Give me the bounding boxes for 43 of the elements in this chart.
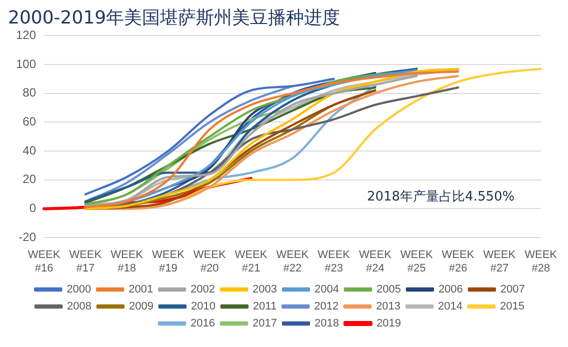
- legend-label: 2004: [314, 284, 339, 296]
- legend-label: 2014: [438, 300, 463, 313]
- legend-label: 2007: [500, 284, 525, 296]
- x-tick-label: WEEK #19: [152, 249, 186, 274]
- y-tick-label: 100: [16, 56, 36, 71]
- legend-label: 2002: [190, 284, 216, 296]
- y-tick-label: 80: [22, 86, 36, 100]
- chart-title: 2000-2019年美国堪萨斯州美豆播种进度: [8, 7, 340, 28]
- x-tick-label: WEEK #21: [234, 249, 268, 274]
- legend-label: 2008: [67, 300, 92, 313]
- x-tick-label: WEEK #17: [69, 249, 102, 274]
- x-tick-label: WEEK #18: [110, 249, 144, 274]
- legend-label: 2010: [190, 300, 216, 313]
- y-tick-label: 0: [29, 201, 36, 216]
- legend-label: 2006: [438, 284, 463, 296]
- x-tick-label: WEEK #24: [359, 249, 392, 274]
- legend-label: 2012: [314, 300, 339, 313]
- legend-label: 2003: [252, 284, 278, 296]
- x-tick-label: WEEK #22: [276, 249, 310, 274]
- y-tick-label: 60: [22, 114, 36, 128]
- legend-label: 2001: [128, 284, 154, 296]
- legend-label: 2013: [376, 300, 401, 313]
- legend-label: 2019: [376, 318, 401, 330]
- legend-label: 2017: [252, 318, 278, 330]
- x-tick-label: WEEK #25: [400, 249, 434, 274]
- legend-label: 2011: [252, 300, 277, 313]
- y-tick-label: -20: [18, 230, 36, 244]
- legend-label: 2016: [190, 318, 216, 330]
- y-tick-label: 120: [16, 28, 36, 42]
- x-tick-label: WEEK #27: [483, 249, 516, 274]
- legend-label: 2005: [376, 284, 401, 296]
- legend-label: 2009: [128, 300, 154, 313]
- x-tick-label: WEEK #23: [318, 249, 351, 274]
- legend-label: 2018: [314, 318, 339, 330]
- y-tick-label: 40: [22, 143, 36, 158]
- x-tick-label: WEEK #26: [442, 249, 475, 274]
- annotation: 2018年产量占比4.550%: [366, 190, 515, 205]
- x-tick-label: WEEK #16: [28, 249, 61, 274]
- legend-label: 2015: [500, 300, 524, 313]
- y-tick-label: 20: [22, 172, 36, 186]
- x-tick-label: WEEK #28: [524, 249, 558, 274]
- x-tick-label: WEEK #20: [193, 249, 226, 274]
- legend-label: 2000: [66, 284, 92, 296]
